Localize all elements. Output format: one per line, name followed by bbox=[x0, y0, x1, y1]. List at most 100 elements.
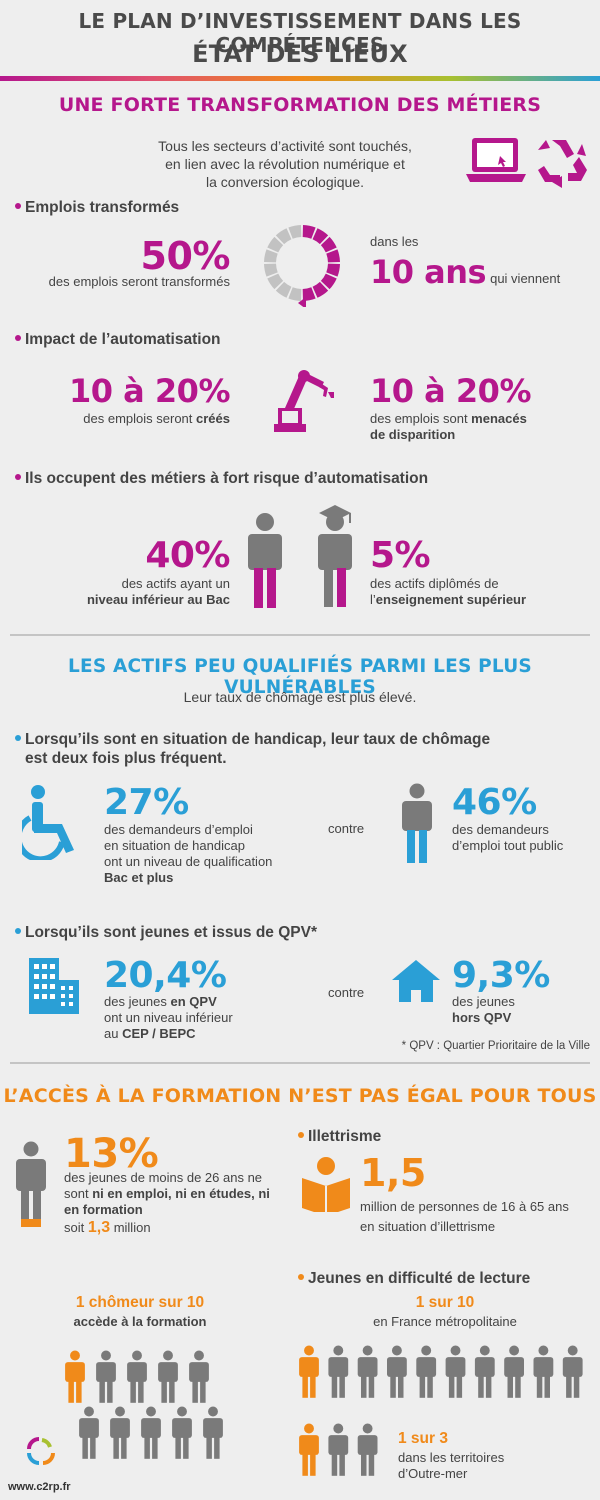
recycle-icon bbox=[538, 140, 587, 188]
donut-segment bbox=[312, 228, 329, 245]
graduate-person-icon bbox=[318, 505, 352, 607]
header-line1: LE PLAN D’INVESTISSEMENT DANS LES COMPÉT… bbox=[78, 9, 522, 57]
person-figure bbox=[328, 1423, 349, 1476]
person-figure bbox=[299, 1345, 319, 1398]
qpv-footnote: * QPV : Quartier Prioritaire de la Ville bbox=[401, 1040, 590, 1052]
donut-segment bbox=[320, 273, 337, 290]
hors-qpv-pct: 9,3% bbox=[452, 955, 550, 996]
divider-1 bbox=[10, 634, 590, 636]
chomeurs-pictogram bbox=[65, 1350, 223, 1459]
person-figure bbox=[299, 1423, 319, 1476]
handicap-contre: contre bbox=[328, 821, 365, 836]
donut-segment bbox=[288, 287, 302, 301]
automatisation-heading: Impact de l’automatisation bbox=[15, 331, 221, 349]
robot-arm-icon bbox=[274, 370, 334, 432]
risque-right-desc: des actifs diplômés de l’enseignement sup… bbox=[370, 576, 527, 607]
worker-person-icon bbox=[248, 513, 282, 608]
laptop-icon bbox=[466, 138, 526, 182]
lecture-metropole-text: 1 sur 10 en France métropolitaine bbox=[373, 1294, 517, 1329]
person-figure bbox=[445, 1345, 466, 1398]
person-figure bbox=[189, 1350, 209, 1403]
section1-intro: Tous les secteurs d’activité sont touché… bbox=[158, 138, 412, 190]
illettrisme-desc: million de personnes de 16 à 65 ans en si… bbox=[360, 1199, 569, 1234]
tout-public-desc: des demandeurs d’emploi tout public bbox=[452, 822, 564, 853]
person-figure bbox=[416, 1345, 437, 1398]
donut-segment bbox=[320, 236, 337, 253]
person-figure bbox=[127, 1350, 147, 1403]
chomeur-text: 1 chômeur sur 10 accède à la formation bbox=[73, 1294, 207, 1329]
handicap-heading: Lorsqu’ils sont en situation de handicap… bbox=[15, 730, 490, 768]
person-figure bbox=[357, 1345, 378, 1398]
header-line2: ÉTAT DES LIEUX bbox=[192, 40, 408, 68]
donut-segment bbox=[264, 249, 278, 263]
risque-left-pct: 40% bbox=[145, 535, 230, 576]
donut-segment bbox=[264, 263, 278, 277]
donut-segment bbox=[275, 228, 292, 245]
c2rp-logo bbox=[27, 1437, 55, 1465]
qpv-contre: contre bbox=[328, 985, 365, 1000]
qpv-pct: 20,4% bbox=[104, 955, 227, 996]
auto-left-pct: 10 à 20% bbox=[69, 372, 231, 410]
neet-person-icon bbox=[16, 1141, 46, 1227]
person-figure bbox=[357, 1423, 378, 1476]
tout-public-pct: 46% bbox=[452, 782, 537, 823]
section3-title: L’ACCÈS À LA FORMATION N’EST PAS ÉGAL PO… bbox=[3, 1085, 597, 1107]
person-figure bbox=[387, 1345, 407, 1398]
divider-2 bbox=[10, 1062, 590, 1064]
auto-right-pct: 10 à 20% bbox=[370, 372, 532, 410]
neet-pct: 13% bbox=[64, 1131, 159, 1177]
illettrisme-heading: Illettrisme bbox=[298, 1128, 381, 1146]
header-rule bbox=[0, 76, 600, 81]
donut-segment bbox=[326, 263, 340, 277]
emplois-desc: des emplois seront transformés bbox=[48, 274, 230, 289]
section1-title: UNE FORTE TRANSFORMATION DES MÉTIERS bbox=[58, 94, 542, 116]
risque-heading: Ils occupent des métiers à fort risque d… bbox=[15, 470, 428, 488]
wheelchair-icon bbox=[22, 785, 74, 860]
donut-segment bbox=[312, 281, 329, 298]
risque-left-desc: des actifs ayant un niveau inférieur au B… bbox=[86, 576, 230, 607]
person-figure bbox=[504, 1345, 524, 1398]
footer-url[interactable]: www.c2rp.fr bbox=[8, 1481, 71, 1493]
emplois-ten: 10 ans qui viennent bbox=[370, 253, 561, 291]
emplois-pre: dans les bbox=[370, 234, 419, 249]
lecture-outremer-text: 1 sur 3 dans les territoires d’Outre-mer bbox=[398, 1430, 505, 1481]
section2-title: LES ACTIFS PEU QUALIFIÉS PARMI LES PLUS … bbox=[68, 656, 532, 698]
donut-arrow bbox=[298, 297, 306, 307]
lecture-heading: Jeunes en difficulté de lecture bbox=[298, 1270, 530, 1288]
person-figure bbox=[158, 1350, 178, 1403]
donut-segment bbox=[326, 249, 340, 263]
person-figure bbox=[110, 1406, 130, 1459]
person-figure bbox=[328, 1345, 349, 1398]
emplois-heading: Emplois transformés bbox=[15, 199, 179, 217]
donut-segment bbox=[267, 236, 284, 253]
donut-segment bbox=[288, 225, 302, 239]
handicap-desc: des demandeurs d’emploi en situation de h… bbox=[104, 822, 273, 885]
qpv-heading: Lorsqu’ils sont jeunes et issus de QPV* bbox=[15, 924, 317, 942]
person-icon bbox=[402, 783, 432, 863]
neet-desc: des jeunes de moins de 26 ans ne sont ni… bbox=[64, 1170, 270, 1236]
person-figure bbox=[79, 1406, 99, 1459]
person-figure bbox=[474, 1345, 495, 1398]
person-figure bbox=[141, 1406, 161, 1459]
donut-segment bbox=[275, 281, 292, 298]
person-figure bbox=[562, 1345, 583, 1398]
lecture-outremer-pictogram bbox=[299, 1423, 378, 1476]
handicap-pct: 27% bbox=[104, 782, 189, 823]
donut-chart bbox=[264, 225, 340, 307]
person-figure bbox=[65, 1350, 85, 1403]
emplois-pct: 50% bbox=[140, 234, 231, 278]
hors-qpv-desc: des jeunes hors QPV bbox=[452, 994, 515, 1025]
person-figure bbox=[203, 1406, 223, 1459]
house-icon bbox=[392, 960, 440, 1002]
illettrisme-number: 1,5 bbox=[360, 1151, 426, 1195]
person-figure bbox=[172, 1406, 192, 1459]
auto-right-desc: des emplois sont menacés de disparition bbox=[370, 411, 527, 442]
lecture-metropole-pictogram bbox=[299, 1345, 583, 1398]
reader-icon bbox=[302, 1157, 350, 1212]
section2-intro: Leur taux de chômage est plus élevé. bbox=[183, 689, 417, 705]
qpv-desc: des jeunes en QPV ont un niveau inférieur… bbox=[104, 994, 233, 1041]
donut-segment bbox=[267, 273, 284, 290]
building-icon bbox=[29, 958, 79, 1014]
risque-right-pct: 5% bbox=[370, 535, 431, 576]
person-figure bbox=[533, 1345, 554, 1398]
